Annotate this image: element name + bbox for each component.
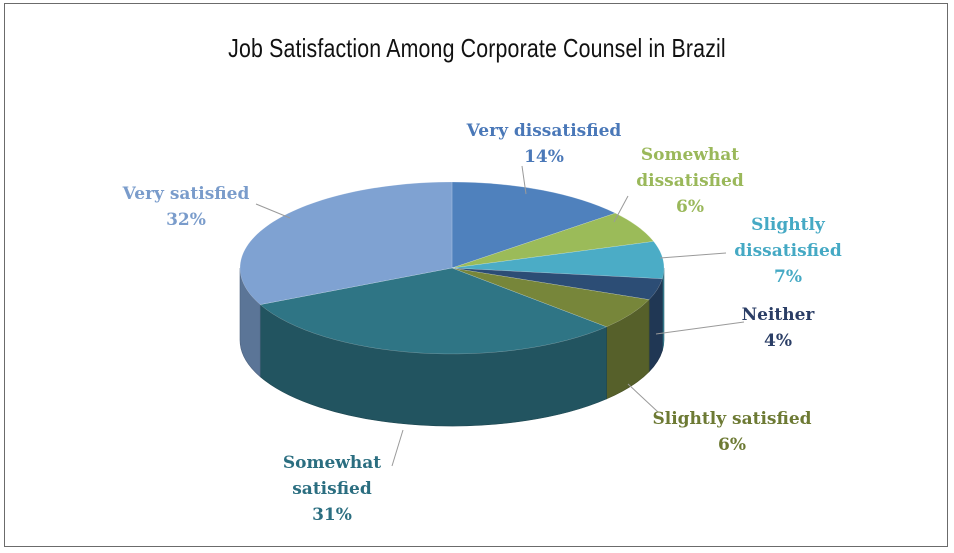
pie-slice-neither [451, 267, 663, 300]
data-label-line: 31% [312, 505, 352, 525]
pie-slice-somewhat-satisfied [259, 267, 608, 355]
pie-top [239, 181, 665, 355]
data-label-line: Very dissatisfied [466, 121, 622, 141]
data-label-slightly-satisfied: Slightly satisfied 6% [652, 409, 811, 455]
leader-line-slightly-dissatisfied [659, 252, 727, 259]
data-label-line: Very satisfied [122, 184, 250, 204]
data-label-line: dissatisfied [734, 241, 842, 261]
data-label-very-dissatisfied: Very dissatisfied 14% [466, 121, 622, 167]
pie-side-walls [239, 267, 665, 427]
leader-line-slightly-satisfied [627, 383, 659, 413]
data-label-line: dissatisfied [636, 171, 744, 191]
pie-slice-somewhat-dissatisfied [451, 212, 655, 269]
data-label-somewhat-dissatisfied: Somewhat dissatisfied 6% [636, 145, 744, 217]
leader-line-very-dissatisfied [521, 165, 527, 195]
data-label-line: satisfied [292, 479, 372, 499]
pie-labels: Very dissatisfied 14% Somewhat dissatisfied… [122, 121, 842, 525]
data-label-slightly-dissatisfied: Slightly dissatisfied 7% [734, 215, 842, 287]
pie-slice-slightly-dissatisfied [451, 241, 665, 280]
data-label-line: 4% [764, 331, 792, 351]
data-label-somewhat-satisfied: Somewhat satisfied 31% [283, 453, 381, 525]
data-label-line: 32% [166, 210, 206, 230]
data-label-line: Neither [742, 305, 816, 325]
pie-slice-very-dissatisfied [451, 181, 617, 269]
data-label-line: 6% [718, 435, 746, 455]
leader-line-somewhat-satisfied [391, 429, 404, 467]
pie-slice-very-satisfied [239, 181, 453, 305]
data-label-neither: Neither 4% [742, 305, 816, 351]
data-label-line: Somewhat [641, 145, 739, 165]
chart-title: Job Satisfaction Among Corporate Counsel… [228, 33, 726, 63]
data-label-line: 14% [524, 147, 564, 167]
data-label-line: Somewhat [283, 453, 381, 473]
data-label-line: 7% [774, 267, 802, 287]
data-label-line: 6% [676, 197, 704, 217]
pie-slice-slightly-satisfied [451, 267, 650, 328]
data-label-very-satisfied: Very satisfied 32% [122, 184, 250, 230]
leader-line-very-satisfied [255, 203, 291, 219]
data-label-line: Slightly satisfied [652, 409, 811, 429]
data-label-line: Slightly [751, 215, 826, 235]
leader-line-somewhat-dissatisfied [613, 195, 629, 223]
leader-line-neither [655, 321, 745, 335]
